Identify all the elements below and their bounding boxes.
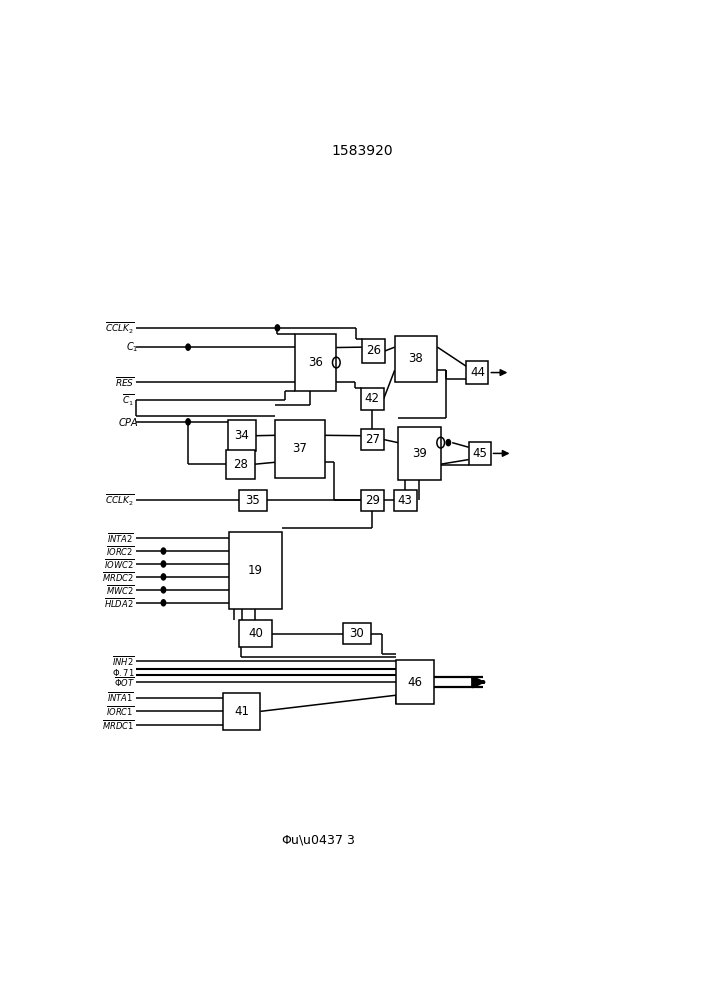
Text: 29: 29 (365, 494, 380, 507)
Circle shape (161, 548, 165, 554)
Circle shape (186, 419, 190, 425)
Bar (228, 420, 256, 451)
Text: $CPA$: $CPA$ (118, 416, 139, 428)
Bar (223, 693, 260, 730)
Bar (362, 339, 385, 363)
Text: $\overline{MRDC2}$: $\overline{MRDC2}$ (102, 570, 134, 584)
Bar (398, 427, 440, 480)
Text: 43: 43 (397, 494, 412, 507)
Bar (361, 490, 384, 511)
Text: $\overline{IORC2}$: $\overline{IORC2}$ (106, 544, 134, 558)
Text: 34: 34 (234, 429, 250, 442)
Circle shape (186, 344, 190, 350)
Text: $\overline{CCLK_2}$: $\overline{CCLK_2}$ (105, 320, 134, 336)
Text: 44: 44 (470, 366, 485, 379)
Bar (361, 429, 384, 450)
Text: $\Phi$u\u0437 3: $\Phi$u\u0437 3 (281, 833, 356, 847)
Circle shape (161, 561, 165, 567)
Bar (467, 361, 489, 384)
Text: $\overline{INTA2}$: $\overline{INTA2}$ (107, 531, 134, 545)
Circle shape (446, 440, 450, 446)
Text: 42: 42 (365, 392, 380, 405)
Text: 27: 27 (365, 433, 380, 446)
Text: $\overline{\Phi OT}$: $\overline{\Phi OT}$ (114, 675, 134, 689)
Bar (238, 620, 272, 647)
Text: $\overline{INH2}$: $\overline{INH2}$ (112, 654, 134, 668)
Circle shape (275, 325, 279, 331)
Text: $\overline{MRDC1}$: $\overline{MRDC1}$ (102, 718, 134, 732)
Text: 40: 40 (248, 627, 263, 640)
Bar (296, 334, 337, 391)
Text: $\overline{C_1}$: $\overline{C_1}$ (122, 393, 134, 408)
Text: 28: 28 (233, 458, 248, 471)
Bar (394, 490, 416, 511)
Circle shape (161, 574, 165, 580)
Bar (397, 660, 433, 704)
Bar (343, 623, 370, 644)
Text: 37: 37 (293, 442, 308, 455)
Bar (230, 532, 281, 609)
Text: 35: 35 (245, 494, 260, 507)
Text: 1583920: 1583920 (332, 144, 393, 158)
Text: $\overline{MWC2}$: $\overline{MWC2}$ (106, 583, 134, 597)
Bar (469, 442, 491, 465)
Text: $\overline{RES}$: $\overline{RES}$ (115, 375, 134, 389)
Text: $\Phi.71$: $\Phi.71$ (112, 667, 134, 678)
Text: $\overline{IOWC2}$: $\overline{IOWC2}$ (104, 557, 134, 571)
Bar (361, 388, 384, 410)
Text: $\overline{CCLK_2}$: $\overline{CCLK_2}$ (105, 493, 134, 508)
Text: $C_1$: $C_1$ (127, 340, 139, 354)
Text: $\overline{INTA1}$: $\overline{INTA1}$ (107, 691, 134, 704)
Text: $\overline{IORC1}$: $\overline{IORC1}$ (106, 704, 134, 718)
Text: 36: 36 (308, 356, 323, 369)
Text: 19: 19 (248, 564, 263, 577)
Circle shape (161, 600, 165, 606)
Bar (275, 420, 325, 478)
Text: 45: 45 (472, 447, 487, 460)
Text: 39: 39 (412, 447, 427, 460)
Text: 46: 46 (407, 676, 423, 689)
Text: 41: 41 (234, 705, 250, 718)
Text: 38: 38 (409, 352, 423, 365)
Text: $\overline{HLDA2}$: $\overline{HLDA2}$ (104, 596, 134, 610)
Text: 26: 26 (366, 344, 381, 358)
Bar (238, 490, 267, 511)
Text: 30: 30 (349, 627, 364, 640)
Circle shape (161, 587, 165, 593)
Bar (226, 450, 255, 479)
Bar (395, 336, 438, 382)
